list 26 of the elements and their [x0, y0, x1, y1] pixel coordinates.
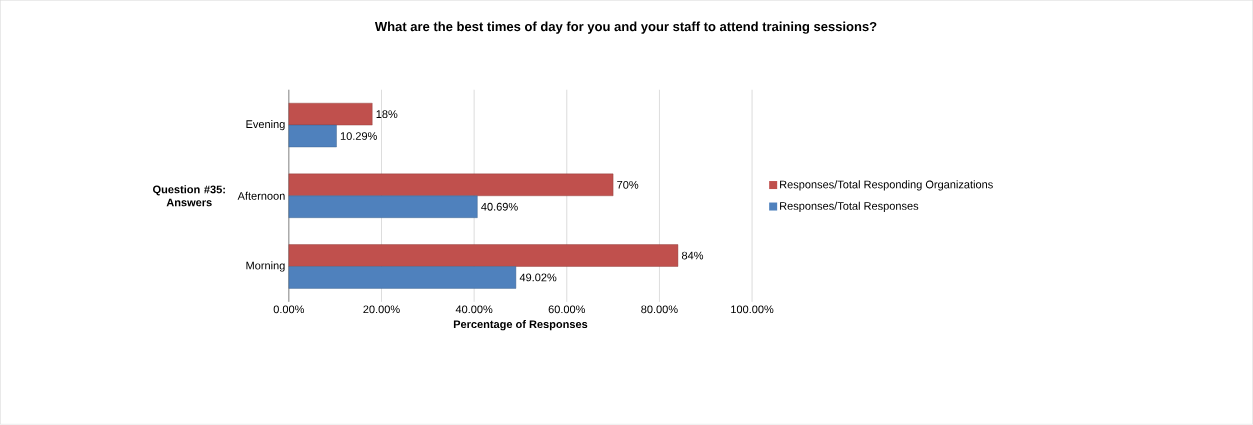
x-tick-label: 60.00%	[548, 305, 586, 314]
data-label: 40.69%	[481, 203, 518, 211]
bar	[288, 266, 517, 289]
legend-label: Responses/Total Responses	[780, 202, 919, 213]
bar	[288, 173, 614, 197]
bar	[288, 195, 478, 219]
x-tick-label: 40.00%	[455, 305, 493, 314]
x-tick-label: 100.00%	[731, 305, 774, 314]
y-tick-label: Morning	[246, 261, 285, 272]
y-axis-title: Question #35: Answers	[153, 185, 225, 207]
x-axis-title: Percentage of Responses	[453, 320, 588, 331]
x-tick-label: 80.00%	[641, 305, 678, 314]
x-tick-label: 20.00%	[363, 305, 400, 314]
bar	[288, 125, 337, 148]
y-tick-label: Evening	[246, 120, 285, 131]
data-label: 18%	[376, 110, 398, 119]
bar	[288, 244, 679, 267]
data-label: 70%	[617, 181, 639, 189]
data-label: 49.02%	[519, 273, 557, 282]
chart-title: What are the best times of day for you and your staff to attend training sessions?	[374, 21, 877, 34]
data-label: 84%	[681, 251, 704, 260]
y-tick-label: Afternoon	[237, 191, 285, 201]
legend-label: Responses/Total Responding Organizations	[780, 180, 993, 191]
bar	[288, 103, 373, 126]
x-tick-label: 0.00%	[273, 305, 305, 314]
data-label: 10.29%	[340, 132, 377, 141]
